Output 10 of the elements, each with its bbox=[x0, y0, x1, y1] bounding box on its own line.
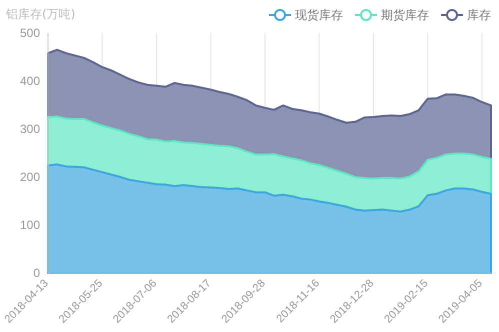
y-tick-label: 0 bbox=[33, 266, 40, 280]
y-tick-label: 400 bbox=[20, 74, 40, 88]
y-tick-label: 100 bbox=[20, 218, 40, 232]
legend-label: 现货库存 bbox=[295, 8, 343, 22]
y-axis-title: 铝库存(万吨) bbox=[5, 7, 76, 21]
y-tick-label: 300 bbox=[20, 122, 40, 136]
legend-label: 库存 bbox=[467, 8, 491, 22]
y-tick-label: 500 bbox=[20, 26, 40, 40]
legend-label: 期货库存 bbox=[381, 8, 429, 22]
y-tick-label: 200 bbox=[20, 170, 40, 184]
